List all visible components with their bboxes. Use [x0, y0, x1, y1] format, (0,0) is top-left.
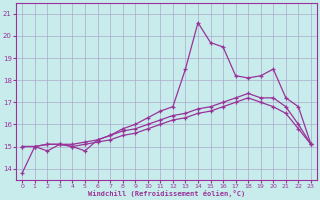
X-axis label: Windchill (Refroidissement éolien,°C): Windchill (Refroidissement éolien,°C) — [88, 190, 245, 197]
